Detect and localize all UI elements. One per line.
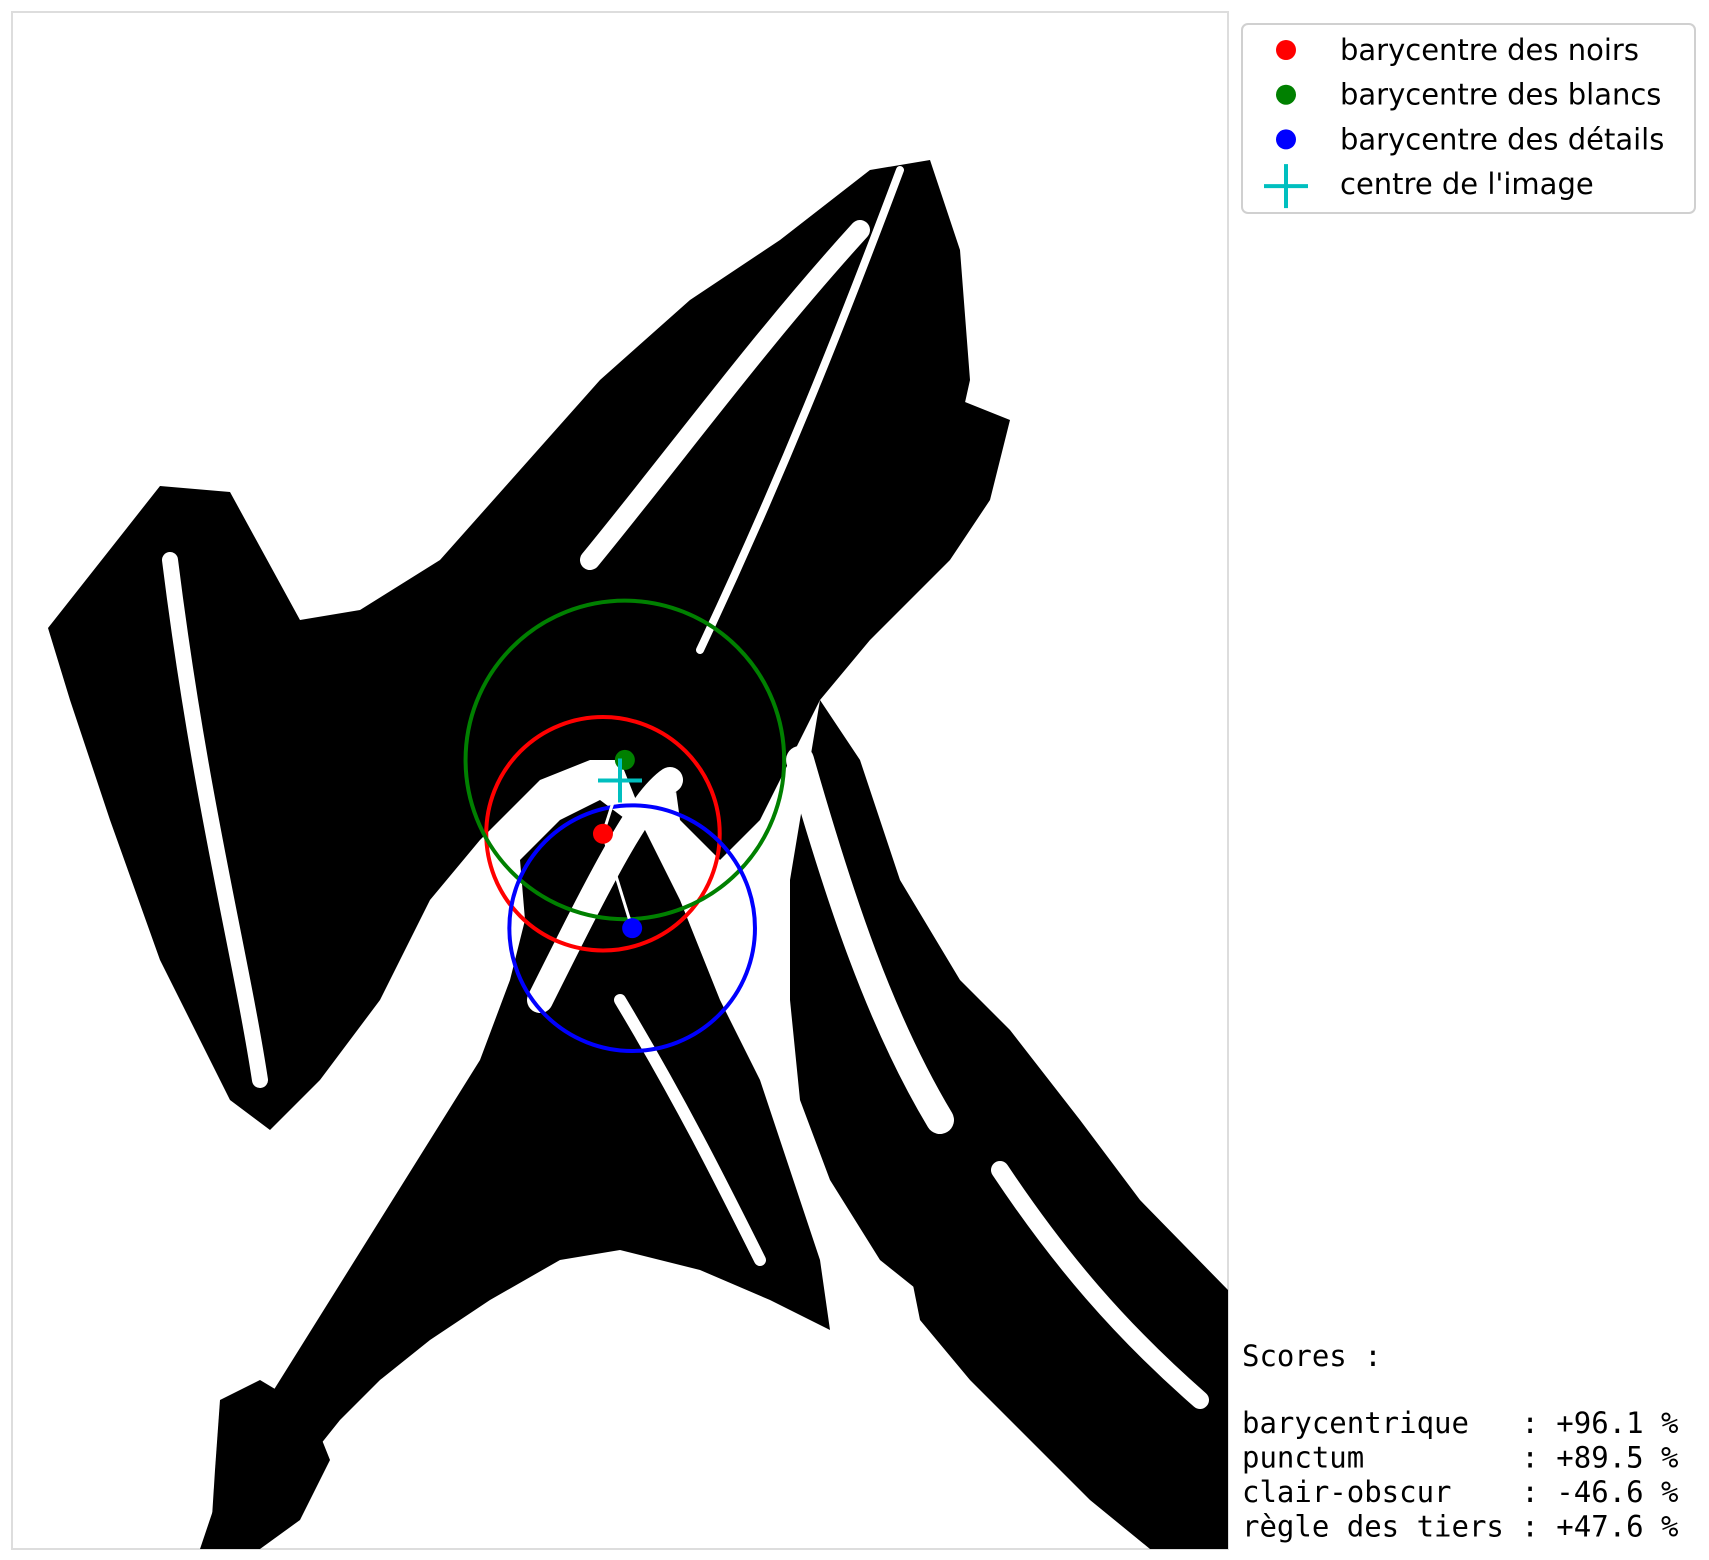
barycentre-des-noirs-point <box>592 823 613 844</box>
connector-line <box>601 833 634 929</box>
scores-heading: Scores : <box>1242 1339 1382 1373</box>
legend-entry-barycentre-des-noirs: barycentre des noirs <box>1276 33 1639 67</box>
score-row: punctum : +89.5 % <box>1242 1441 1679 1475</box>
legend: barycentre des noirs barycentre des blanc… <box>1241 23 1696 214</box>
legend-entry-barycentre-des-details: barycentre des détails <box>1276 122 1664 156</box>
scores-block: Scores : barycentrique : +96.1 %punctum … <box>1242 1339 1679 1544</box>
centre-de-l-image-marker <box>598 758 642 803</box>
legend-entry-centre-de-l-image: centre de l'image <box>1264 164 1594 209</box>
legend-marker <box>1276 40 1296 60</box>
legend-label: barycentre des noirs <box>1340 33 1639 67</box>
legend-marker <box>1276 84 1296 105</box>
overlay <box>463 598 787 1053</box>
score-row: clair-obscur : -46.6 % <box>1242 1475 1679 1509</box>
legend-label: centre de l'image <box>1340 167 1594 201</box>
legend-marker <box>1276 129 1296 150</box>
image-panel <box>11 11 1229 1550</box>
barycentre-des-details-point <box>622 918 643 939</box>
legend-label: barycentre des détails <box>1340 122 1664 156</box>
score-row: barycentrique : +96.1 % <box>1242 1406 1679 1440</box>
legend-items: barycentre des noirs barycentre des blanc… <box>1264 33 1664 209</box>
legend-entry-barycentre-des-blancs: barycentre des blancs <box>1276 78 1661 112</box>
bw-artwork-highlights <box>162 166 1209 1409</box>
barycentre-des-blancs-point <box>614 749 635 770</box>
score-row: règle des tiers : +47.6 % <box>1242 1510 1679 1544</box>
score-rows: barycentrique : +96.1 %punctum : +89.5 %… <box>1242 1406 1679 1544</box>
barycentre-des-details-circle <box>507 803 757 1053</box>
barycentre-des-blancs-circle <box>463 598 787 922</box>
legend-label: barycentre des blancs <box>1340 78 1661 112</box>
legend-frame <box>1241 23 1696 214</box>
barycentre-des-noirs-circle <box>484 715 722 953</box>
